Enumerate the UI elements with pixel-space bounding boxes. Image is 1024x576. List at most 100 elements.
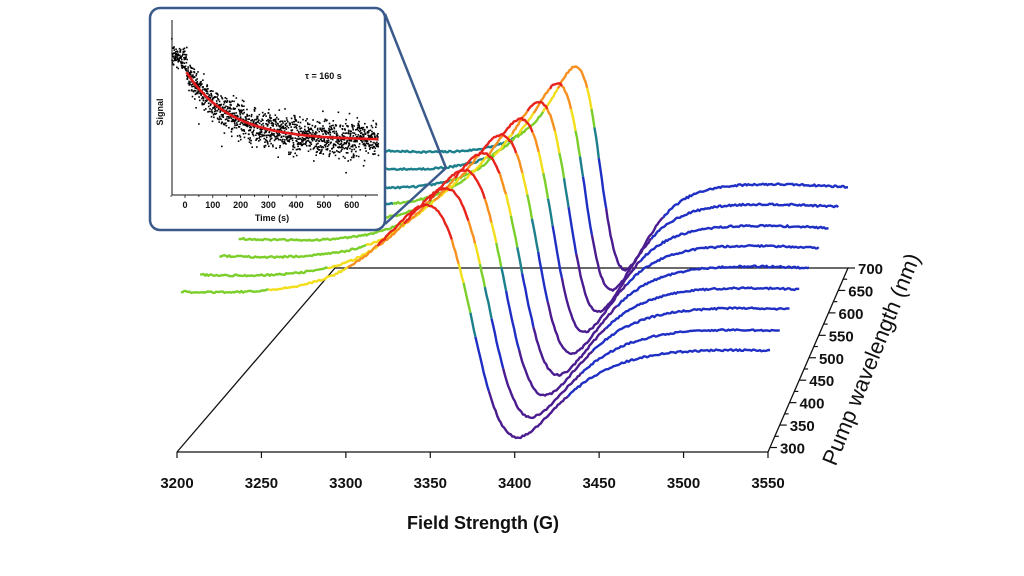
scatter-point [375, 123, 378, 126]
inset-y-axis-title: Signal [155, 98, 165, 125]
trace-segment [625, 243, 820, 286]
trace-segment [478, 263, 487, 288]
scatter-point [184, 57, 187, 59]
scatter-point [322, 125, 324, 127]
trace-segment [504, 290, 521, 351]
scatter-point [197, 89, 200, 92]
scatter-point [246, 115, 249, 117]
scatter-point [296, 143, 299, 145]
scatter-point [310, 128, 313, 131]
scatter-point [305, 130, 308, 133]
scatter-point [337, 151, 340, 153]
scatter-point [181, 66, 183, 68]
scatter-point [323, 120, 326, 123]
scatter-point [372, 119, 375, 122]
scatter-point [356, 117, 359, 119]
scatter-point [218, 104, 221, 106]
scatter-point [220, 103, 222, 106]
scatter-point [320, 150, 323, 152]
scatter-point [372, 153, 375, 156]
inset-x-tick-label: 0 [182, 200, 187, 210]
inset-x-tick-label: 600 [344, 200, 359, 210]
scatter-point [323, 144, 326, 146]
scatter-point [356, 128, 358, 130]
scatter-point [228, 100, 231, 103]
scatter-point [294, 116, 296, 119]
scatter-point [366, 126, 368, 129]
scatter-point [186, 77, 189, 80]
scatter-point [246, 113, 248, 116]
scatter-point [311, 124, 314, 127]
scatter-point [284, 120, 286, 123]
scatter-point [261, 118, 263, 121]
scatter-point [340, 138, 343, 141]
depth-tick-label: 500 [819, 351, 844, 368]
scatter-point [298, 141, 300, 144]
scatter-point [277, 137, 279, 139]
scatter-point [298, 143, 300, 145]
scatter-point [250, 115, 253, 118]
trace-segment [537, 151, 545, 174]
trace-segment [532, 87, 551, 114]
connector-line-top [383, 13, 448, 169]
scatter-point [304, 132, 306, 135]
scatter-point [297, 121, 300, 123]
scatter-point [226, 101, 228, 103]
trace-segment [199, 266, 328, 278]
scatter-point [335, 144, 337, 147]
trace-segment [590, 108, 596, 128]
scatter-point [293, 120, 295, 123]
scatter-point [343, 128, 346, 130]
scatter-point [181, 67, 184, 69]
scatter-point [258, 119, 260, 122]
inset-fit-curve [185, 71, 379, 141]
scatter-point [258, 137, 260, 139]
scatter-point [223, 101, 226, 104]
scatter-point [222, 115, 224, 118]
scatter-point [267, 143, 269, 145]
inset-axes: 0 100 200 300 400 500 600 [170, 20, 378, 210]
scatter-point [283, 135, 285, 138]
scatter-point [373, 145, 375, 148]
scatter-point [347, 131, 350, 133]
scatter-point [363, 144, 366, 147]
scatter-point [199, 82, 202, 85]
scatter-point [274, 118, 277, 120]
scatter-point [225, 97, 228, 100]
scatter-point [329, 142, 332, 145]
scatter-point [270, 142, 272, 145]
scatter-point [257, 121, 259, 124]
scatter-point [181, 55, 183, 57]
scatter-point [259, 138, 262, 141]
scatter-point [206, 99, 208, 101]
scatter-point [337, 142, 339, 145]
scatter-point [252, 134, 255, 137]
scatter-point [241, 99, 244, 102]
scatter-point [221, 106, 224, 108]
trace-segment [569, 108, 577, 132]
scatter-point [258, 134, 260, 136]
scatter-point [289, 135, 291, 137]
scatter-point [205, 88, 208, 91]
scatter-point [270, 120, 272, 122]
trace-segment [454, 151, 501, 179]
x-tick-label: 3500 [667, 475, 700, 492]
trace-segment [379, 222, 405, 246]
scatter-point [358, 124, 360, 127]
scatter-point [234, 107, 237, 110]
scatter-point [346, 141, 348, 143]
scatter-point [308, 129, 310, 131]
scatter-point [263, 145, 266, 147]
scatter-point [313, 138, 316, 141]
scatter-point [234, 124, 236, 127]
scatter-point [255, 139, 257, 141]
scatter-point [263, 146, 266, 149]
scatter-point [176, 66, 178, 69]
scatter-point [341, 135, 344, 137]
scatter-point [312, 119, 314, 121]
scatter-point [307, 140, 310, 142]
scatter-point [306, 137, 309, 139]
scatter-point [333, 130, 335, 133]
scatter-point [240, 111, 243, 114]
scatter-point [277, 123, 279, 125]
